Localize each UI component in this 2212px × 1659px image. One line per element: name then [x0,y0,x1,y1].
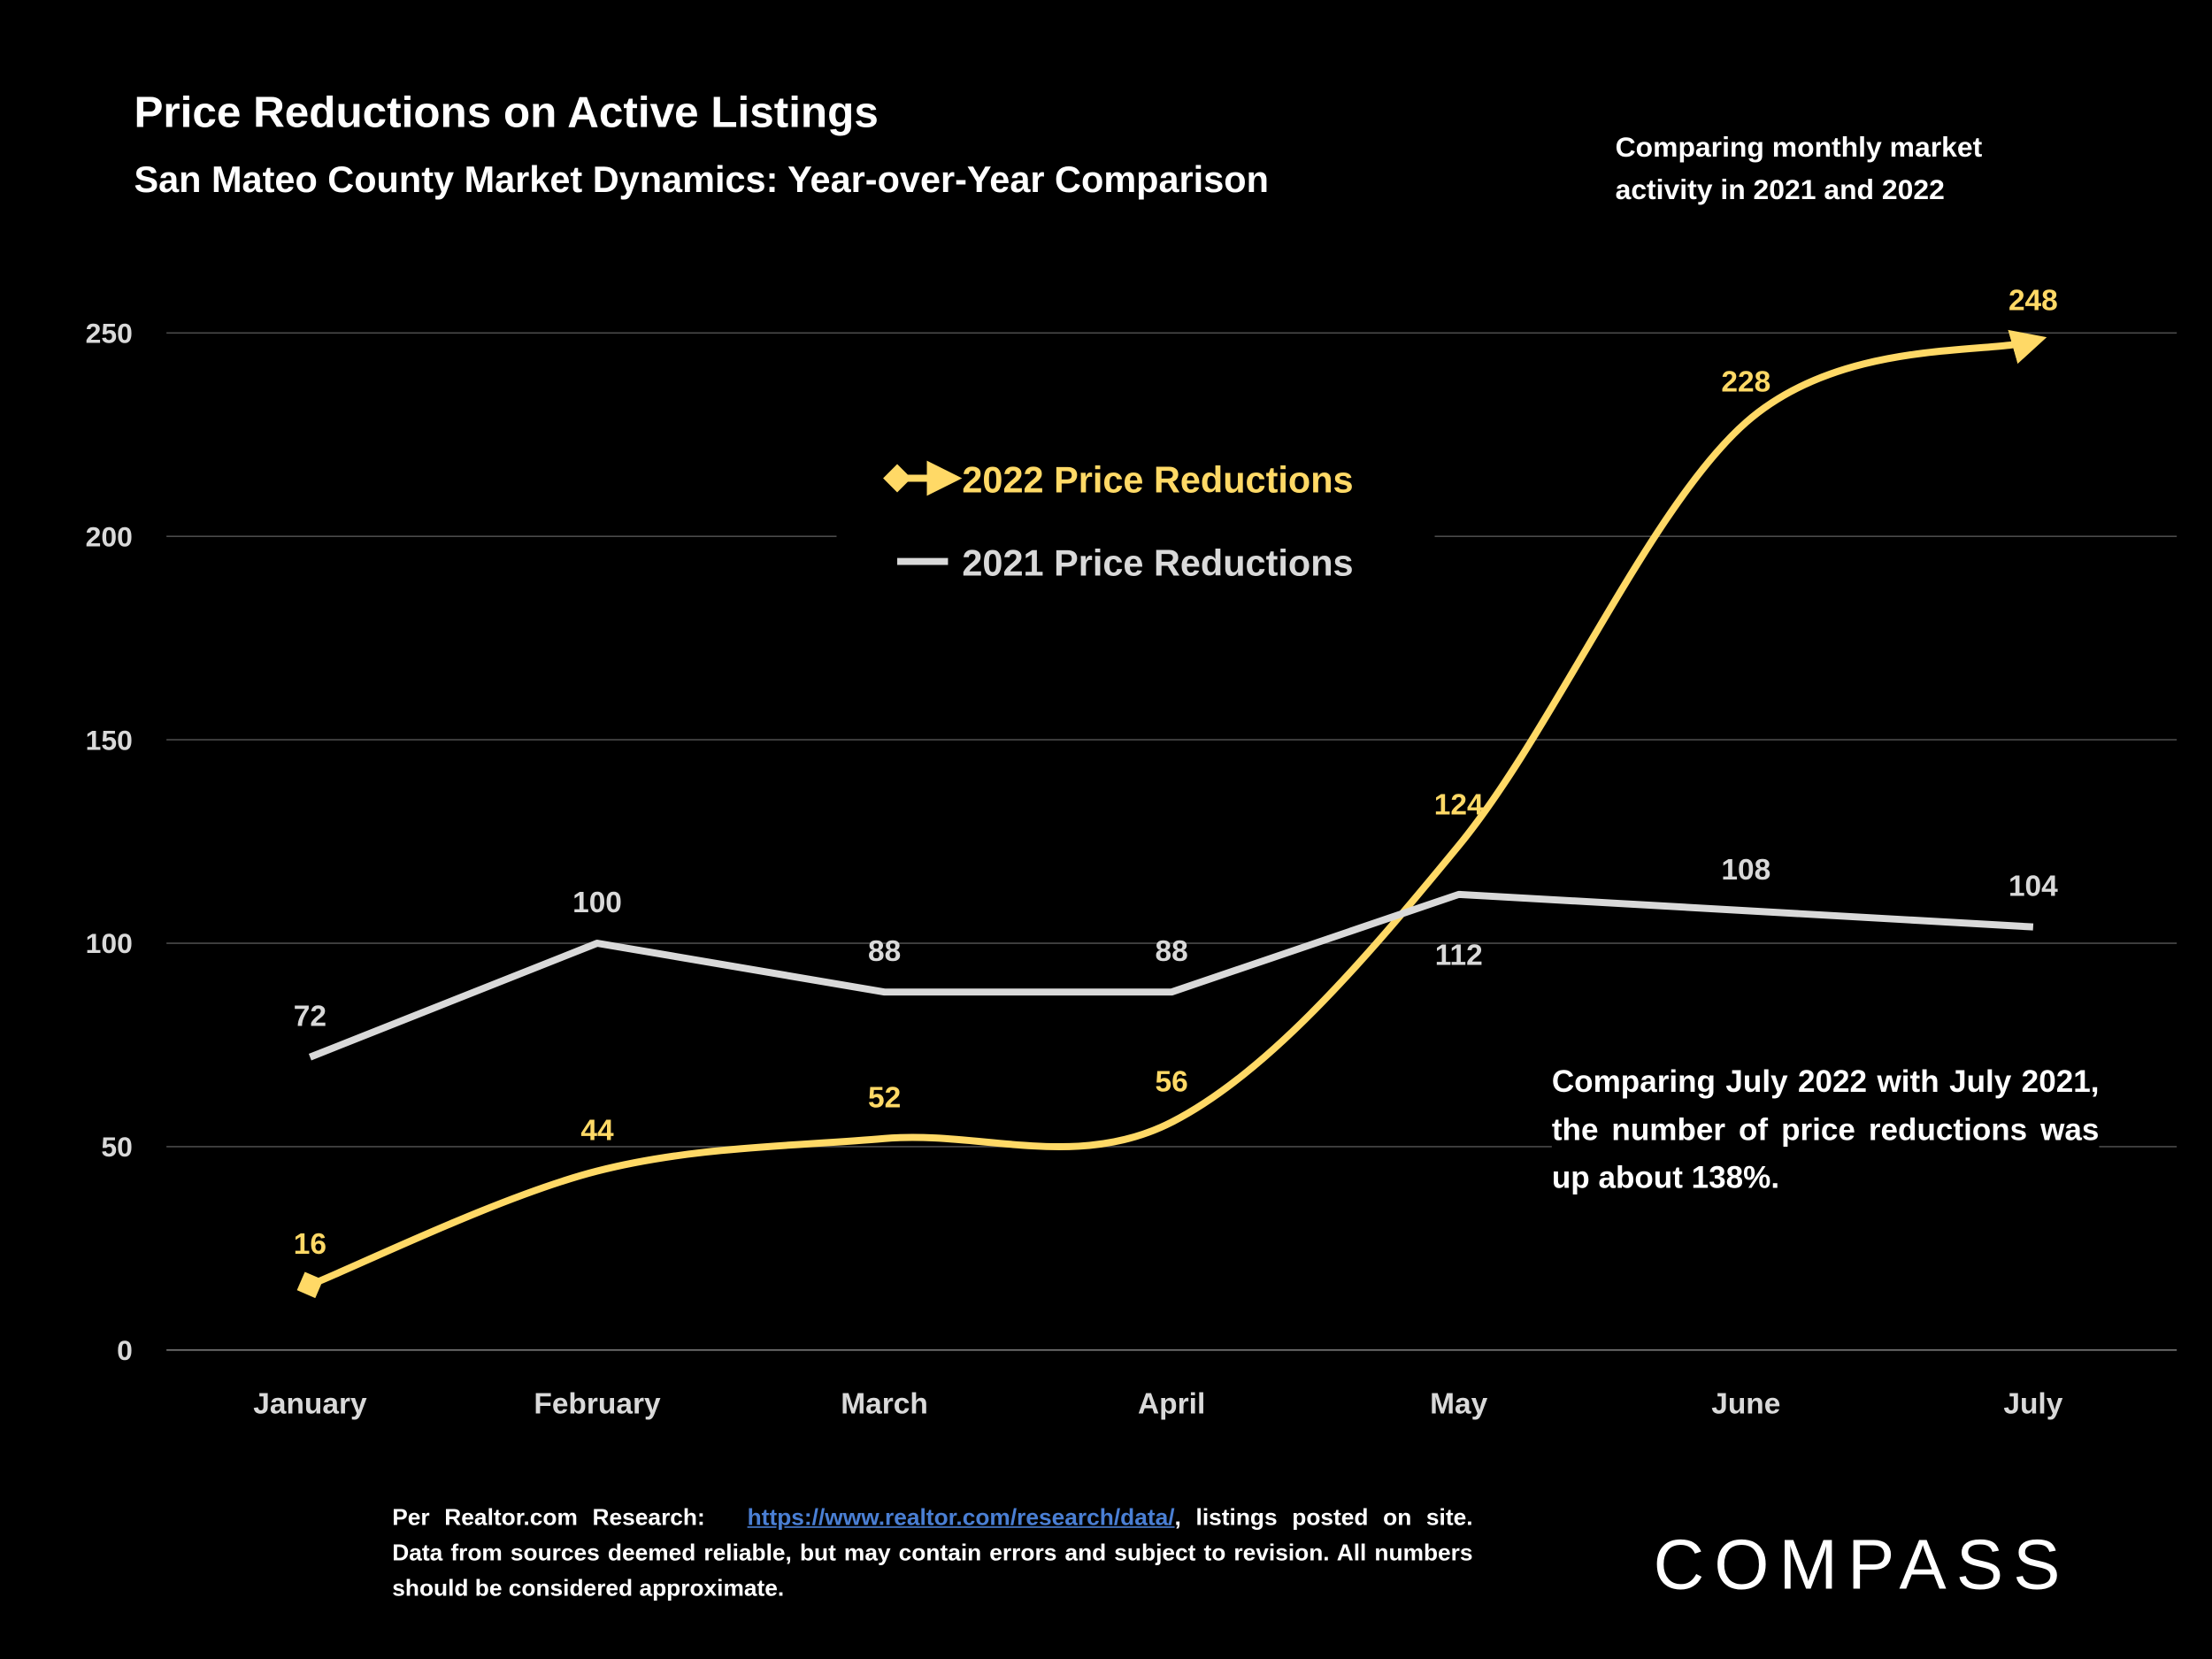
logo: COMPASS [1653,1525,2070,1604]
y-tick-label: 0 [117,1334,133,1366]
x-tick-label: March [841,1388,928,1421]
data-label: 104 [2008,871,2058,903]
footnote: Per Realtor.com Research: https://www.rea… [392,1501,1472,1607]
x-tick-label: July [2003,1388,2062,1421]
data-label: 108 [1721,854,1770,887]
data-label: 88 [868,935,901,968]
x-tick-label: April [1138,1388,1205,1421]
y-tick-label: 50 [101,1131,132,1163]
legend-label: 2022 Price Reductions [962,458,1353,500]
data-label: 228 [1721,365,1770,398]
footnote-text: Per Realtor.com Research: [392,1505,705,1531]
data-label: 16 [294,1228,326,1261]
y-tick-label: 250 [86,317,133,349]
annotation: Comparing monthly market activity in 202… [1615,132,1983,206]
x-tick-label: January [253,1388,367,1421]
data-label: 100 [572,887,622,919]
data-label: 112 [1435,940,1483,972]
data-label: 44 [580,1114,614,1147]
data-label: 88 [1156,935,1188,968]
data-label: 248 [2008,284,2058,317]
x-tick-label: May [1430,1388,1487,1421]
source-link[interactable]: https://www.realtor.com/research/data/ [747,1505,1175,1531]
data-label: 72 [294,1001,326,1033]
y-tick-label: 200 [86,520,133,552]
series-line [296,329,2047,1299]
plot: 16 44 52 56 124 228 248 2022 Price Reductions 72… [294,284,2058,1299]
series-line [308,890,2034,1061]
y-tick-label: 100 [86,927,133,959]
x-tick-label: February [534,1388,661,1421]
x-tick-label: June [1711,1388,1780,1421]
chart-title: Price Reductions on Active Listings [134,87,879,137]
data-label: 52 [868,1082,901,1115]
annotation: Comparing July 2022 with July 2021, the … [1551,1057,2100,1210]
data-label: 56 [1156,1065,1188,1098]
footnote-text: , listings posted on site. Data from sou… [392,1505,1473,1601]
chart-subtitle: San Mateo County Market Dynamics: Year-o… [134,157,1269,201]
y-tick-label: 150 [86,724,133,756]
data-label: 124 [1434,789,1484,822]
legend-label: 2021 Price Reductions [962,542,1353,584]
